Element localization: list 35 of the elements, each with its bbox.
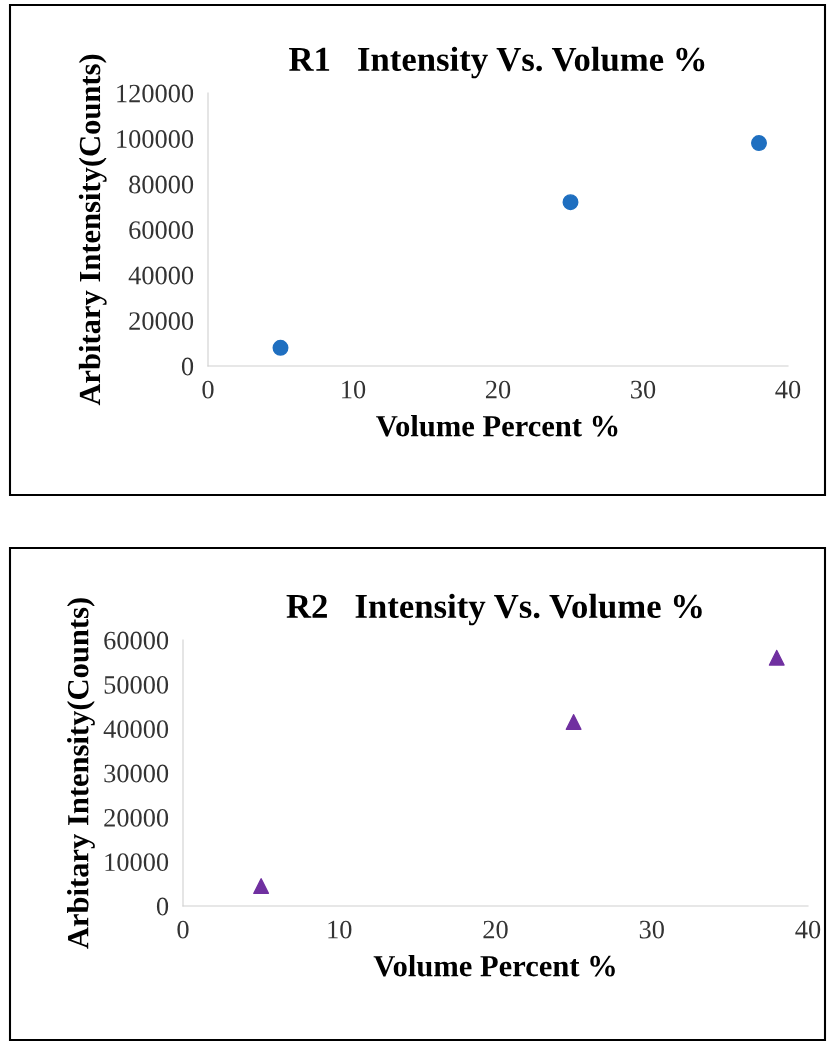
y-tick-label: 80000 bbox=[129, 175, 194, 194]
x-tick-label: 30 bbox=[631, 380, 656, 399]
y-tick-label: 40000 bbox=[128, 266, 194, 285]
point bbox=[751, 135, 767, 152]
y-tick-label: 0 bbox=[181, 357, 194, 376]
x-tick-label: 0 bbox=[202, 380, 214, 399]
x-tick-label: 20 bbox=[485, 380, 511, 399]
y-tick-label: 40000 bbox=[103, 720, 169, 739]
x-tick-label: 40 bbox=[795, 920, 821, 939]
point bbox=[565, 714, 582, 730]
point bbox=[253, 878, 270, 895]
y-tick-label: 60000 bbox=[104, 631, 169, 650]
y-tick-label: 60000 bbox=[129, 221, 194, 239]
y-tick-label: 10000 bbox=[105, 853, 169, 872]
point bbox=[272, 339, 289, 356]
x-tick-label: 10 bbox=[328, 920, 352, 939]
y-axis-title: Arbitary Intensity(Counts) bbox=[67, 598, 95, 949]
point bbox=[768, 649, 785, 666]
y-tick-label: 50000 bbox=[104, 675, 169, 694]
y-tick-label: 120000 bbox=[117, 84, 194, 103]
y-tick-label: 30000 bbox=[104, 764, 169, 783]
x-axis-title: Volume Percent % bbox=[376, 414, 618, 437]
y-tick-label: 20000 bbox=[104, 808, 169, 827]
y-tick-label: 0 bbox=[156, 897, 169, 916]
x-tick-label: 40 bbox=[775, 380, 801, 399]
y-tick-label: 100000 bbox=[117, 130, 194, 148]
y-tick-label: 20000 bbox=[129, 312, 194, 330]
x-axis-title: Volume Percent % bbox=[373, 954, 615, 977]
point bbox=[562, 194, 579, 211]
chart-title: R1 Intensity Vs. Volume % bbox=[289, 46, 705, 79]
x-tick-label: 20 bbox=[483, 920, 508, 939]
x-tick-label: 10 bbox=[342, 380, 366, 399]
y-axis-title: Arbitary Intensity(Counts) bbox=[78, 54, 107, 406]
chart-title: R2 Intensity Vs. Volume % bbox=[286, 593, 702, 626]
x-tick-label: 30 bbox=[639, 920, 664, 939]
